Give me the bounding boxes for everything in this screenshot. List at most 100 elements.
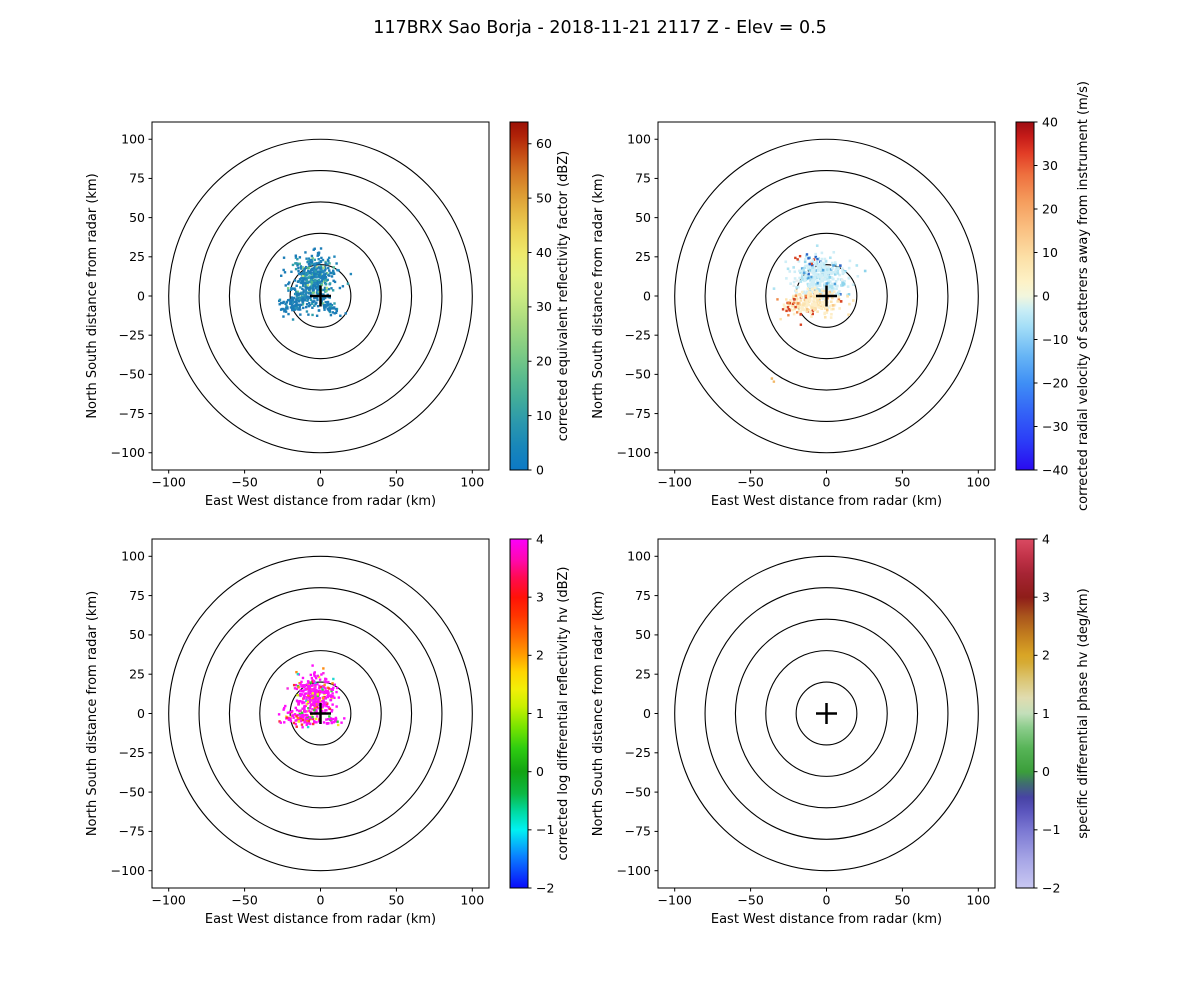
scatter-point [317,290,320,293]
scatter-point [807,308,811,312]
scatter-point [839,264,842,267]
scatter-point [297,686,300,689]
scatter-point [805,306,808,309]
scatter-point [295,715,298,718]
scatter-point [314,282,317,285]
scatter-point [300,713,303,717]
scatter-point [292,716,295,719]
scatter-point [293,279,297,282]
x-tick-label: 100 [460,475,484,490]
scatter-point [298,308,302,311]
y-tick-label: 50 [635,627,651,642]
scatter-point [291,308,294,312]
scatter-point [814,269,817,272]
scatter-point [812,301,816,304]
scatter-point [312,703,316,706]
scatter-point [313,671,317,674]
colorbar-tick-label: −2 [536,880,554,895]
scatter-point [334,311,338,314]
scatter-point [825,311,829,314]
scatter-point [314,268,318,271]
scatter-point [831,261,834,265]
scatter-point [799,294,803,297]
scatter-point [322,304,325,307]
scatter-point [842,282,846,286]
scatter-point [333,255,336,258]
scatter-point [798,292,801,296]
scatter-point [278,303,281,306]
scatter-point [811,259,814,262]
scatter-point [311,692,315,695]
scatter-point [827,278,830,282]
scatter-point [813,292,817,295]
scatter-point [318,273,321,276]
scatter-point [318,281,321,284]
scatter-point [320,256,323,260]
scatter-point [310,699,313,702]
scatter-point [314,302,317,306]
y-tick-label: 50 [635,210,651,225]
scatter-point [839,300,843,303]
scatter-point [795,286,798,289]
scatter-point [316,674,320,678]
range-ring [198,587,443,840]
scatter-point [815,261,819,264]
scatter-point [309,298,313,302]
scatter-point [305,723,308,727]
scatter-point [306,725,310,729]
scatter-point [308,692,311,695]
scatter-point [792,266,795,269]
scatter-point [309,280,312,284]
scatter-point [821,297,825,300]
scatter-point [307,288,311,291]
scatter-point [827,281,830,285]
scatter-point [327,260,330,263]
scatter-point [810,287,814,291]
scatter-point [292,683,296,687]
scatter-point [311,306,314,309]
scatter-point [307,262,311,266]
scatter-point [833,282,837,286]
scatter-point [317,262,321,265]
scatter-point [324,687,327,690]
scatter-point [290,287,293,290]
scatter-point [309,705,312,708]
scatter-point [822,300,825,304]
scatter-point [316,683,319,686]
scatter-point [284,310,288,313]
x-tick-label: −50 [231,893,257,908]
scatter-point [297,266,300,270]
scatter-point [812,288,816,291]
range-ring [228,618,413,809]
scatter-point [279,308,283,311]
scatter-point [312,690,315,693]
scatter-point [847,266,851,270]
y-tick-label: −50 [625,367,651,382]
scatter-point [812,279,816,283]
scatter-point [819,268,822,271]
scatter-point [341,285,345,288]
scatter-point [313,262,317,265]
y-axis-label: North South distance from radar (km) [85,591,100,836]
scatter-point [300,277,303,280]
scatter-point [315,301,318,305]
scatter-point [323,269,327,272]
range-ring [289,681,352,746]
scatter-point [331,703,334,706]
scatter-point [334,307,338,311]
scatter-point [823,273,827,277]
scatter-point [305,278,308,281]
scatter-point [294,306,297,310]
scatter-point [810,275,813,279]
scatter-point [828,305,832,308]
scatter-point [793,277,797,280]
scatter-point [813,307,816,311]
scatter-point [824,266,828,269]
scatter-point [299,715,303,718]
scatter-point [301,707,304,710]
scatter-point [300,279,304,283]
scatter-point [843,270,847,273]
scatter-point [330,710,333,713]
scatter-point [330,287,333,290]
scatter-point [816,269,820,273]
